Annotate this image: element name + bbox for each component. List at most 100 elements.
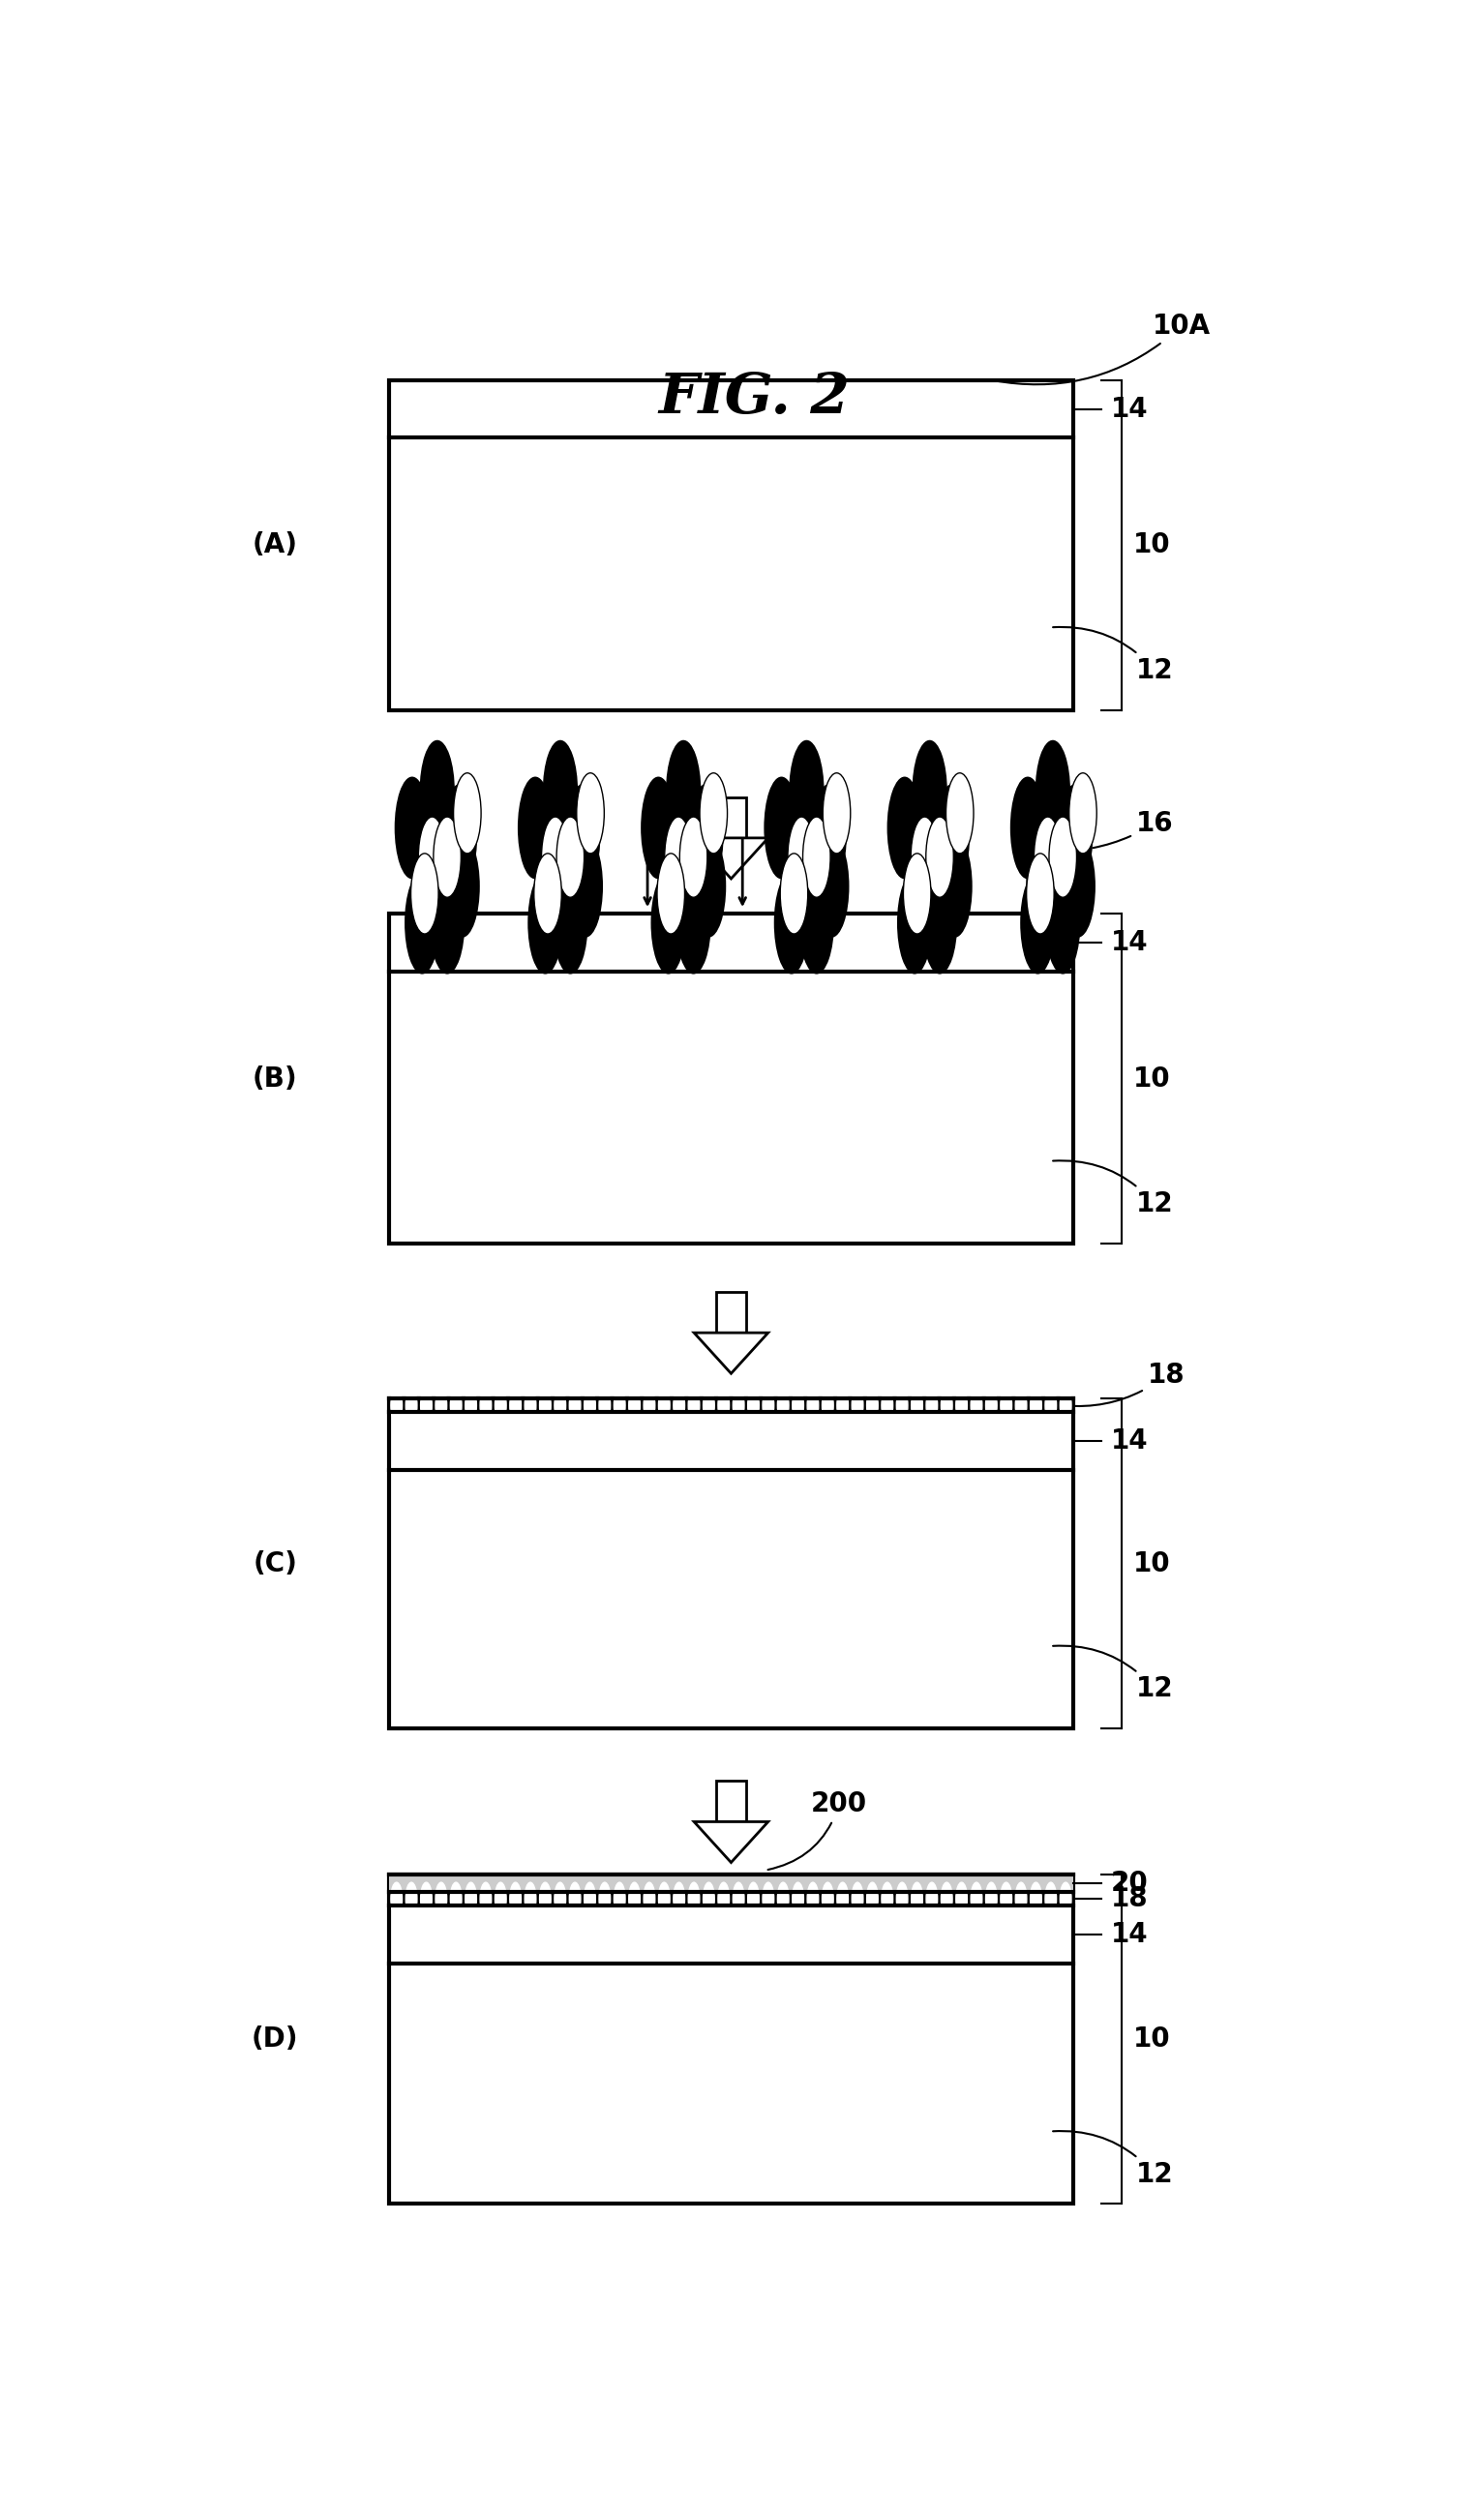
Text: FIG. 2: FIG. 2 [658, 370, 850, 426]
Ellipse shape [837, 1389, 849, 1421]
Ellipse shape [1027, 854, 1055, 935]
Text: 12: 12 [1053, 1646, 1174, 1704]
Ellipse shape [628, 1389, 640, 1421]
Ellipse shape [1034, 816, 1062, 897]
Text: 10: 10 [1134, 1550, 1171, 1578]
Ellipse shape [1061, 834, 1096, 937]
Ellipse shape [419, 741, 455, 842]
Ellipse shape [658, 854, 684, 935]
Ellipse shape [903, 854, 931, 935]
Ellipse shape [733, 1882, 744, 1915]
Ellipse shape [1044, 1389, 1056, 1421]
Ellipse shape [555, 1882, 566, 1915]
Bar [388, 1875, 1074, 1893]
Ellipse shape [1058, 784, 1093, 887]
Ellipse shape [613, 1882, 625, 1915]
Ellipse shape [803, 816, 831, 897]
Ellipse shape [1046, 872, 1080, 975]
Ellipse shape [813, 834, 849, 937]
Ellipse shape [718, 1389, 730, 1421]
Ellipse shape [822, 1882, 834, 1915]
Ellipse shape [1021, 872, 1055, 975]
Ellipse shape [680, 816, 708, 897]
Ellipse shape [1030, 1882, 1041, 1915]
Ellipse shape [788, 816, 815, 897]
Ellipse shape [665, 816, 693, 897]
Ellipse shape [763, 776, 799, 879]
Ellipse shape [887, 776, 922, 879]
Bar [388, 381, 1074, 711]
Bar [388, 915, 1074, 1242]
Ellipse shape [688, 1882, 700, 1915]
Ellipse shape [394, 776, 430, 879]
Ellipse shape [641, 776, 675, 879]
Ellipse shape [444, 834, 480, 937]
Ellipse shape [434, 816, 460, 897]
Ellipse shape [435, 1389, 447, 1421]
Ellipse shape [421, 1389, 432, 1421]
Ellipse shape [565, 784, 600, 887]
Ellipse shape [922, 872, 958, 975]
Bar [388, 1875, 1074, 2205]
Text: (B): (B) [253, 1066, 297, 1091]
Bar [388, 1399, 1074, 1411]
Ellipse shape [528, 872, 563, 975]
Ellipse shape [912, 741, 947, 842]
Text: 10A: 10A [993, 312, 1211, 386]
Ellipse shape [896, 1389, 908, 1421]
Ellipse shape [568, 834, 603, 937]
Ellipse shape [659, 1882, 669, 1915]
Text: 10: 10 [1134, 2026, 1171, 2054]
Text: 14: 14 [1111, 1426, 1147, 1454]
Text: 18: 18 [1111, 1885, 1147, 1913]
Text: (D): (D) [252, 2026, 299, 2054]
Ellipse shape [453, 774, 481, 854]
Ellipse shape [747, 1882, 759, 1915]
Ellipse shape [418, 816, 446, 897]
Ellipse shape [577, 774, 605, 854]
Ellipse shape [778, 1882, 788, 1915]
Text: 10: 10 [1134, 532, 1171, 559]
Text: 12: 12 [1053, 627, 1174, 683]
Ellipse shape [881, 1882, 893, 1915]
Ellipse shape [1049, 816, 1077, 897]
Ellipse shape [569, 1882, 581, 1915]
Text: (C): (C) [253, 1550, 297, 1578]
Ellipse shape [465, 1389, 477, 1421]
Ellipse shape [911, 816, 938, 897]
Text: 12: 12 [1053, 2132, 1174, 2187]
Bar [388, 1893, 1074, 1905]
Ellipse shape [793, 1882, 803, 1915]
Ellipse shape [703, 1882, 715, 1915]
Polygon shape [694, 1822, 768, 1862]
Ellipse shape [912, 1389, 922, 1421]
Ellipse shape [480, 1389, 491, 1421]
Ellipse shape [584, 1389, 596, 1421]
Ellipse shape [778, 1389, 788, 1421]
Ellipse shape [774, 872, 809, 975]
Ellipse shape [956, 1389, 968, 1421]
Ellipse shape [666, 741, 702, 842]
Ellipse shape [762, 1882, 774, 1915]
Ellipse shape [1036, 741, 1071, 842]
Ellipse shape [1015, 1882, 1027, 1915]
Ellipse shape [540, 1882, 550, 1915]
Ellipse shape [837, 1882, 849, 1915]
Ellipse shape [659, 1389, 669, 1421]
Ellipse shape [480, 1882, 491, 1915]
Ellipse shape [1061, 1389, 1071, 1421]
Ellipse shape [556, 816, 584, 897]
Ellipse shape [881, 1389, 893, 1421]
Ellipse shape [569, 1389, 581, 1421]
Ellipse shape [391, 1389, 402, 1421]
Ellipse shape [956, 1882, 968, 1915]
Ellipse shape [1000, 1389, 1012, 1421]
Ellipse shape [465, 1882, 477, 1915]
Ellipse shape [866, 1882, 878, 1915]
Ellipse shape [762, 1389, 774, 1421]
Ellipse shape [897, 872, 933, 975]
Ellipse shape [718, 1882, 730, 1915]
Ellipse shape [688, 1389, 700, 1421]
Ellipse shape [747, 1389, 759, 1421]
Ellipse shape [599, 1389, 610, 1421]
